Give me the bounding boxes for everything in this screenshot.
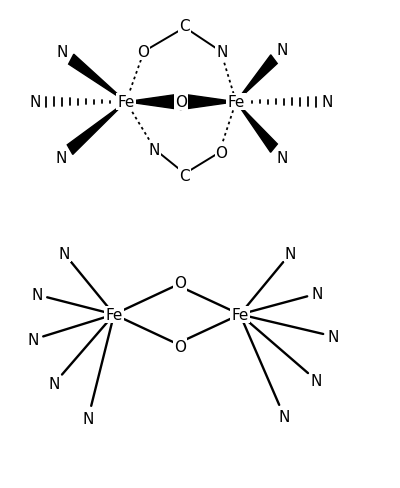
Text: N: N — [58, 246, 70, 261]
Text: Fe: Fe — [227, 95, 245, 110]
Text: N: N — [82, 411, 94, 426]
Text: C: C — [180, 20, 190, 34]
Text: O: O — [174, 340, 186, 354]
Text: N: N — [278, 409, 290, 424]
Text: O: O — [216, 146, 228, 161]
Text: N: N — [311, 373, 322, 388]
Text: N: N — [312, 286, 323, 302]
Text: N: N — [328, 329, 339, 344]
Text: N: N — [49, 376, 60, 391]
Text: Fe: Fe — [117, 95, 135, 110]
Text: O: O — [175, 95, 187, 110]
Text: N: N — [31, 287, 43, 303]
Text: Fe: Fe — [105, 307, 123, 322]
Text: O: O — [174, 275, 186, 290]
Polygon shape — [126, 95, 181, 110]
Text: N: N — [276, 151, 288, 166]
Polygon shape — [181, 95, 236, 110]
Text: N: N — [216, 45, 228, 60]
Text: N: N — [56, 45, 68, 60]
Polygon shape — [236, 56, 277, 102]
Text: N: N — [55, 151, 66, 165]
Text: O: O — [137, 45, 149, 60]
Text: Fe: Fe — [231, 307, 249, 322]
Polygon shape — [236, 102, 277, 153]
Text: N: N — [28, 332, 39, 347]
Text: N: N — [285, 246, 296, 261]
Text: C: C — [180, 168, 190, 183]
Text: N: N — [276, 43, 288, 58]
Text: N: N — [29, 95, 40, 110]
Polygon shape — [69, 55, 126, 102]
Text: N: N — [148, 143, 160, 158]
Polygon shape — [67, 102, 126, 155]
Text: N: N — [322, 95, 333, 110]
